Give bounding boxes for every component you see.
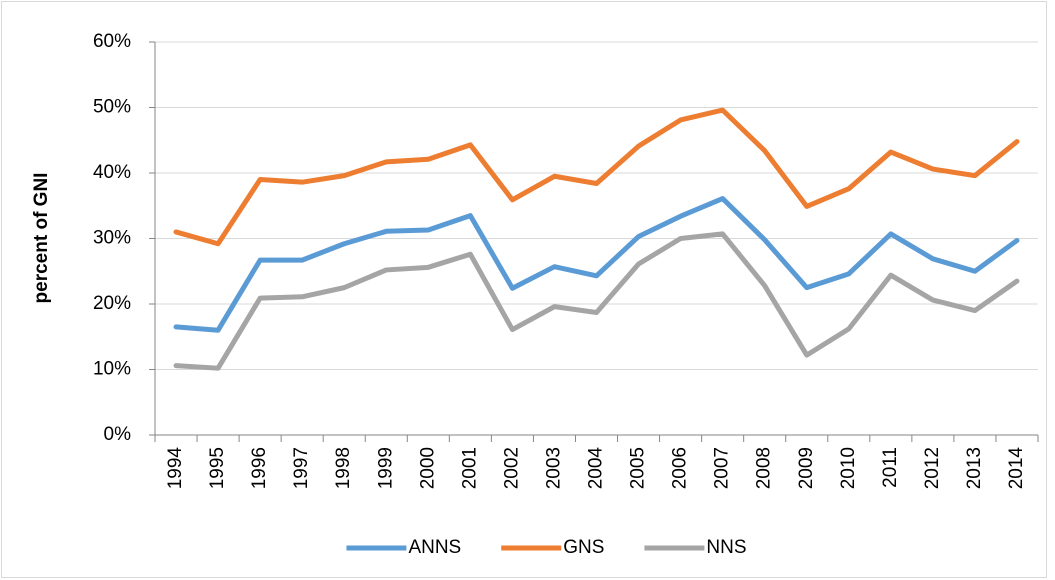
legend-label: ANNS	[408, 537, 461, 558]
x-tick-label: 1997	[291, 447, 312, 489]
x-tick-label: 2000	[417, 447, 438, 489]
x-tick-label: 1995	[207, 447, 228, 489]
x-tick-label: 2013	[964, 447, 985, 489]
x-tick-label: 2001	[459, 447, 480, 489]
legend-label: NNS	[706, 537, 746, 558]
y-tick-label: 10%	[93, 359, 131, 380]
x-tick-label: 2004	[586, 447, 607, 490]
x-tick-label: 2002	[501, 447, 522, 489]
x-tick-label: 1994	[165, 447, 186, 490]
series-line	[173, 196, 1020, 333]
x-tick-label: 2003	[543, 447, 564, 489]
legend-label: GNS	[563, 537, 604, 558]
series-line	[173, 231, 1020, 371]
x-tick-label: 2005	[628, 447, 649, 489]
x-tick-label: 2006	[670, 447, 691, 489]
x-tick-label: 1996	[249, 447, 270, 489]
y-axis-label: percent of GNI	[31, 173, 52, 304]
y-tick-label: 30%	[93, 228, 131, 249]
series-line	[173, 107, 1020, 247]
x-tick-label: 2012	[922, 447, 943, 489]
y-tick-label: 40%	[93, 162, 131, 183]
x-tick-label: 2011	[880, 447, 901, 488]
x-tick-label: 2014	[1006, 447, 1027, 490]
x-tick-label: 1999	[375, 447, 396, 489]
x-tick-label: 2010	[838, 447, 859, 489]
x-tick-label: 2007	[712, 447, 733, 489]
x-tick-label: 2009	[796, 447, 817, 489]
x-tick-label: 2008	[754, 447, 775, 489]
y-tick-label: 20%	[93, 293, 131, 314]
y-tick-label: 60%	[93, 31, 131, 52]
y-tick-label: 50%	[93, 97, 131, 118]
y-tick-label: 0%	[104, 424, 132, 445]
x-tick-label: 1998	[333, 447, 354, 489]
